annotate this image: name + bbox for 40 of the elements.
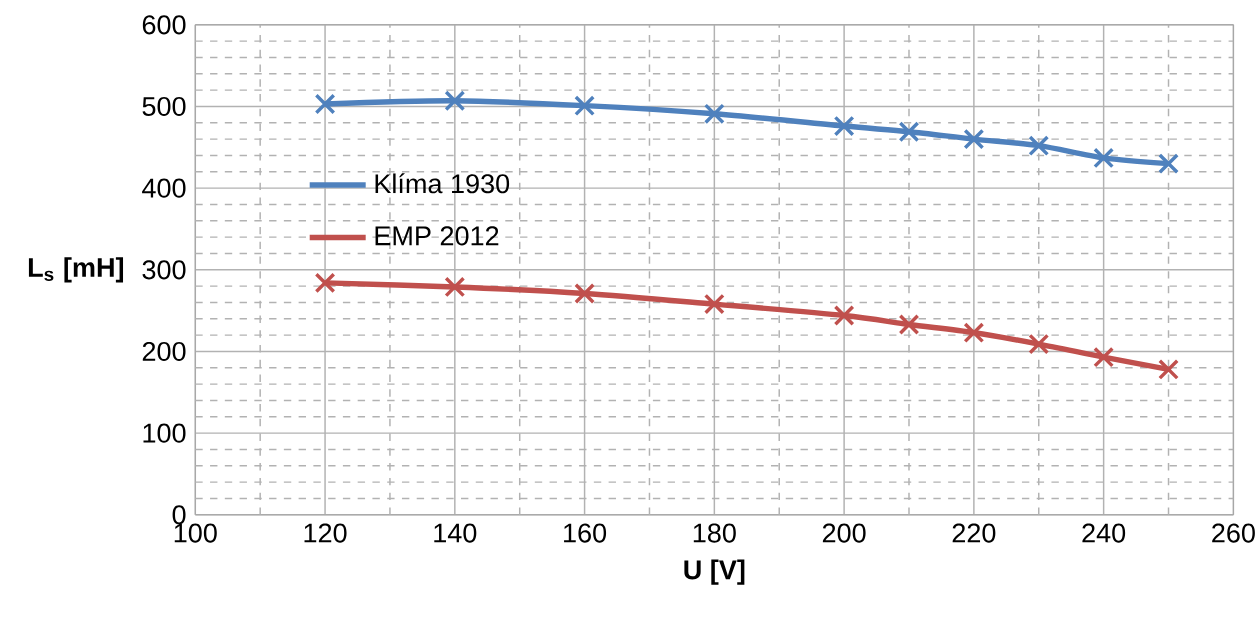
x-tick-label: 260 [1212, 523, 1255, 543]
x-tick-label: 100 [174, 523, 217, 543]
point [898, 121, 920, 143]
point [963, 322, 985, 344]
y-tick-label: 500 [142, 96, 186, 117]
x-tick-label: 200 [822, 523, 866, 543]
x-tick-label: 220 [952, 523, 996, 543]
point [314, 93, 336, 115]
x-tick-label: 120 [304, 523, 347, 543]
x-axis-title: U [V] [684, 559, 745, 585]
point [1028, 135, 1050, 157]
point [833, 115, 855, 137]
y-tick-label: 400 [142, 178, 186, 198]
point [703, 293, 725, 315]
x-tick-label: 180 [693, 523, 736, 543]
y-tick-label: 100 [143, 423, 186, 443]
y-tick-label: 600 [142, 15, 186, 35]
point [1158, 359, 1179, 380]
x-tick-label: 160 [564, 523, 607, 543]
point [1158, 153, 1179, 175]
legend-label: EMP 2012 [375, 226, 499, 246]
point [898, 314, 920, 335]
point [1093, 346, 1115, 368]
y-tick-label: 300 [142, 260, 186, 280]
point [703, 103, 725, 125]
point [1093, 147, 1115, 169]
point [574, 283, 596, 304]
y-tick-label: 0 [172, 505, 186, 525]
point [833, 305, 855, 326]
y-axis-title: L$_{s}$ [mH] [28, 257, 124, 283]
point [444, 90, 466, 112]
x-tick-label: 240 [1082, 523, 1126, 543]
point [444, 276, 466, 298]
point [1028, 333, 1050, 355]
point [314, 272, 336, 294]
point [574, 95, 596, 117]
y-tick-label: 200 [142, 341, 186, 362]
x-tick-label: 140 [434, 523, 477, 543]
point [963, 128, 985, 150]
legend-label: Klíma 1930 [375, 173, 510, 194]
